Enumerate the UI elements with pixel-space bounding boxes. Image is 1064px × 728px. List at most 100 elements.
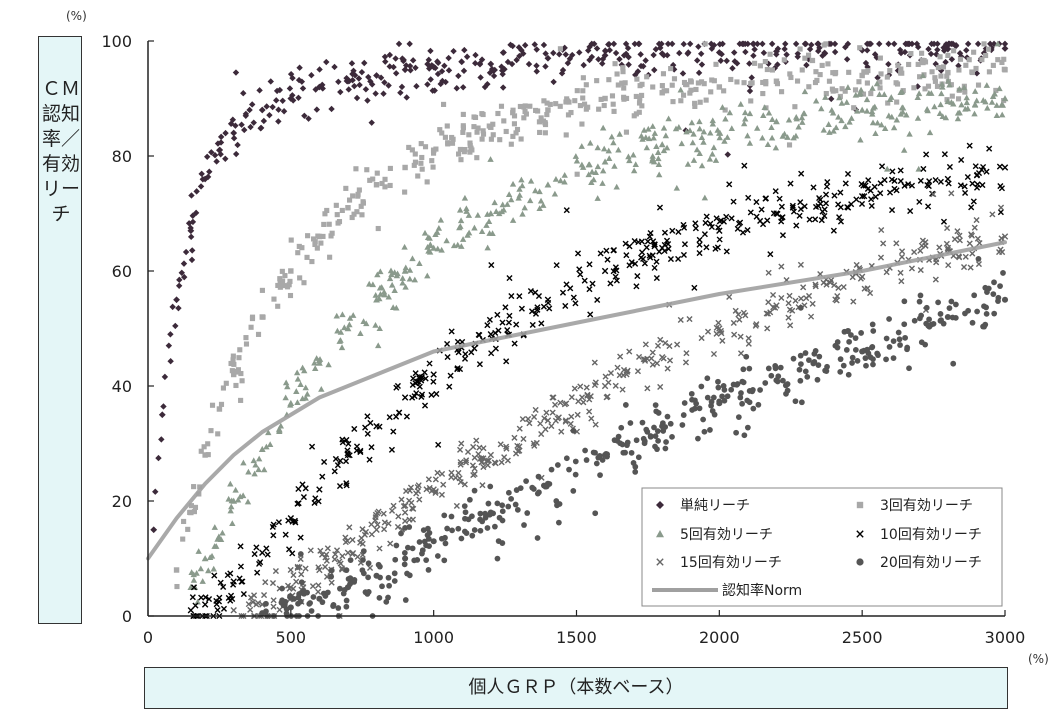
data-point <box>821 49 828 56</box>
data-point <box>939 113 946 119</box>
data-point <box>309 443 316 450</box>
data-point <box>172 322 179 330</box>
data-point <box>647 230 654 237</box>
data-point <box>883 356 889 363</box>
data-point <box>772 188 779 195</box>
data-point <box>356 187 362 193</box>
data-point <box>715 129 723 136</box>
data-point <box>211 543 218 549</box>
data-point <box>810 184 817 191</box>
data-point <box>476 361 483 368</box>
data-point <box>192 602 199 609</box>
data-point <box>495 327 502 334</box>
data-point <box>578 161 586 168</box>
data-point <box>519 416 526 423</box>
data-point <box>514 506 521 513</box>
data-point <box>812 216 819 223</box>
data-point <box>995 294 1002 301</box>
data-point <box>461 149 467 155</box>
data-point <box>821 212 828 220</box>
data-point <box>568 394 575 401</box>
data-point <box>418 141 424 147</box>
data-point <box>427 76 434 83</box>
data-point <box>906 61 912 68</box>
data-point <box>319 473 326 480</box>
data-point <box>856 79 862 85</box>
data-point <box>899 248 906 255</box>
data-point <box>365 560 372 567</box>
data-point <box>587 139 594 146</box>
data-point <box>721 386 728 393</box>
data-point <box>495 538 502 544</box>
data-point <box>618 61 625 69</box>
data-point <box>403 94 410 101</box>
data-point <box>347 197 353 203</box>
data-point <box>649 157 656 164</box>
data-point <box>843 56 851 63</box>
data-point <box>572 300 579 307</box>
data-point <box>675 228 682 235</box>
data-point <box>746 60 753 67</box>
data-point <box>708 398 715 405</box>
data-point <box>551 190 559 197</box>
data-point <box>453 502 460 509</box>
data-point <box>287 399 295 406</box>
data-point <box>601 382 609 390</box>
data-point <box>831 40 839 48</box>
data-point <box>533 46 540 53</box>
data-point <box>792 398 799 405</box>
data-point <box>188 509 194 516</box>
data-point <box>216 146 223 154</box>
data-point <box>490 72 498 80</box>
data-point <box>474 129 480 135</box>
data-point <box>974 235 981 242</box>
data-point <box>664 413 671 420</box>
data-point <box>339 553 346 560</box>
data-point <box>216 594 223 601</box>
data-point <box>973 184 981 191</box>
data-point <box>448 328 455 335</box>
data-point <box>684 160 692 167</box>
data-point <box>944 313 951 321</box>
data-point <box>510 110 516 116</box>
data-point <box>351 82 358 90</box>
data-point <box>418 393 425 400</box>
data-point <box>767 251 774 258</box>
data-point <box>340 590 347 597</box>
data-point <box>439 470 446 477</box>
data-point <box>944 77 952 84</box>
data-point <box>709 120 717 127</box>
data-point <box>572 153 580 159</box>
data-point <box>353 166 359 172</box>
data-point <box>505 319 512 326</box>
data-point <box>541 415 548 422</box>
data-point <box>462 515 468 522</box>
data-point <box>838 99 845 106</box>
data-point <box>844 170 852 178</box>
data-point <box>426 360 433 367</box>
norm-line <box>146 240 1007 561</box>
data-point <box>363 320 370 327</box>
data-point <box>811 351 818 357</box>
data-point <box>862 59 870 67</box>
data-point <box>883 335 890 342</box>
y-unit-label: (%) <box>66 9 87 23</box>
data-point <box>927 50 935 58</box>
data-point <box>831 48 839 56</box>
data-point <box>261 466 268 473</box>
data-point <box>434 59 442 67</box>
data-point <box>592 510 599 517</box>
data-point <box>937 54 943 60</box>
data-point <box>696 150 703 156</box>
data-point <box>648 355 655 362</box>
data-point <box>499 49 507 56</box>
data-point <box>275 106 282 113</box>
data-point <box>544 296 552 303</box>
data-point <box>400 503 407 510</box>
data-point <box>707 129 714 136</box>
data-point <box>634 273 641 280</box>
data-point <box>380 90 387 97</box>
data-point <box>876 40 883 48</box>
data-point <box>574 88 580 94</box>
data-point <box>337 88 344 96</box>
